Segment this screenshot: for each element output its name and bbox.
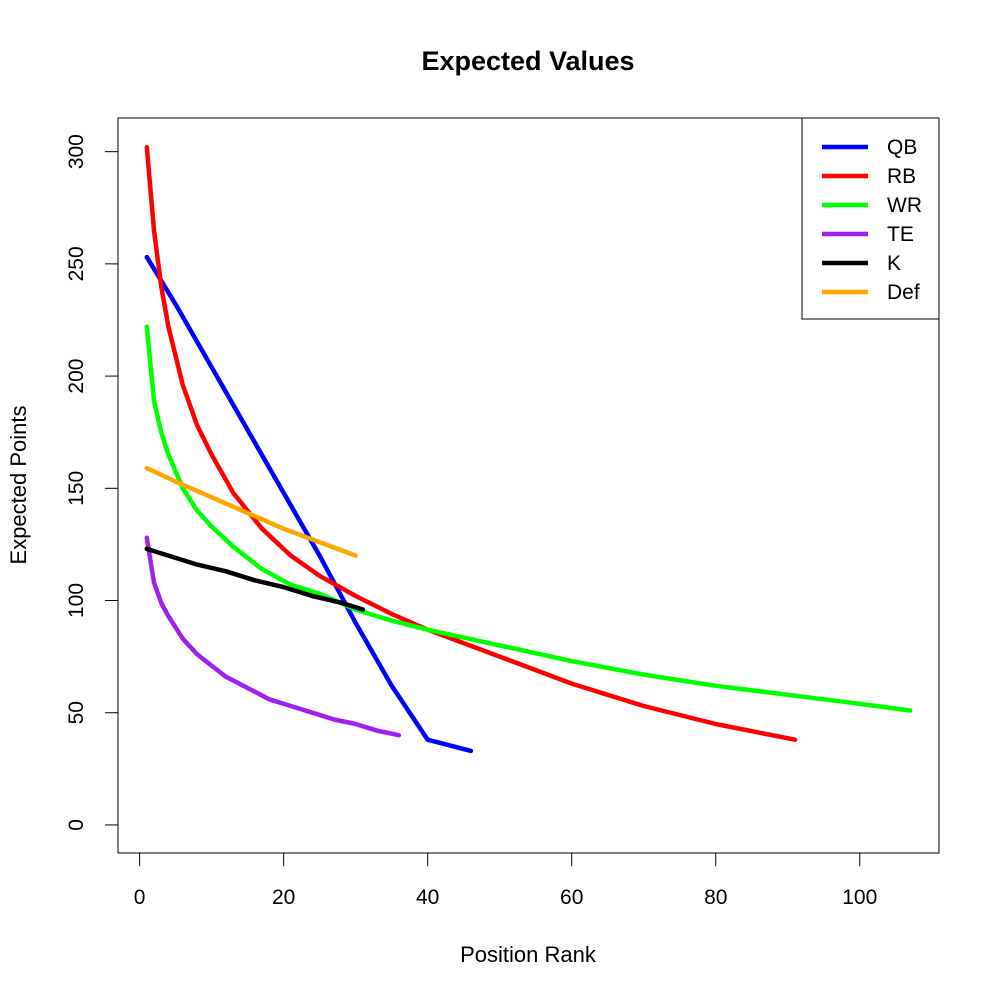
series-line-wr bbox=[144, 324, 913, 713]
x-axis-title: Position Rank bbox=[460, 942, 597, 967]
x-tick-label: 80 bbox=[704, 886, 727, 909]
series-line-qb bbox=[144, 254, 474, 754]
x-tick-label: 20 bbox=[272, 886, 295, 909]
chart-title: Expected Values bbox=[421, 46, 634, 76]
y-tick-label: 200 bbox=[65, 359, 88, 394]
y-tick-label: 150 bbox=[65, 471, 88, 506]
y-tick-label: 300 bbox=[65, 134, 88, 169]
y-tick-label: 50 bbox=[65, 701, 88, 724]
legend-label-wr: WR bbox=[887, 194, 922, 217]
legend: QB RB WR TE K Def bbox=[801, 117, 940, 320]
legend-label-te: TE bbox=[887, 223, 914, 246]
x-tick-label: 40 bbox=[416, 886, 439, 909]
legend-label-qb: QB bbox=[887, 136, 917, 159]
legend-label-rb: RB bbox=[887, 165, 916, 188]
x-axis: 0 20 40 60 80 100 bbox=[134, 852, 877, 909]
legend-label-k: K bbox=[887, 252, 901, 275]
legend-label-def: Def bbox=[887, 281, 920, 304]
x-tick-label: 100 bbox=[842, 886, 877, 909]
y-axis-title: Expected Points bbox=[6, 406, 31, 565]
series-line-k bbox=[144, 546, 366, 612]
series-line-rb bbox=[144, 144, 798, 742]
y-tick-label: 0 bbox=[65, 819, 88, 831]
series-line-def bbox=[144, 465, 358, 558]
y-tick-label: 250 bbox=[65, 246, 88, 281]
series-line-te bbox=[144, 535, 402, 738]
plot-lines bbox=[144, 144, 913, 754]
y-axis: 0 50 100 150 200 250 300 bbox=[65, 134, 119, 831]
x-tick-label: 0 bbox=[134, 886, 146, 909]
y-tick-label: 100 bbox=[65, 583, 88, 618]
legend-items: QB RB WR TE K Def bbox=[822, 136, 922, 304]
x-tick-label: 60 bbox=[560, 886, 583, 909]
legend-box bbox=[801, 117, 940, 320]
